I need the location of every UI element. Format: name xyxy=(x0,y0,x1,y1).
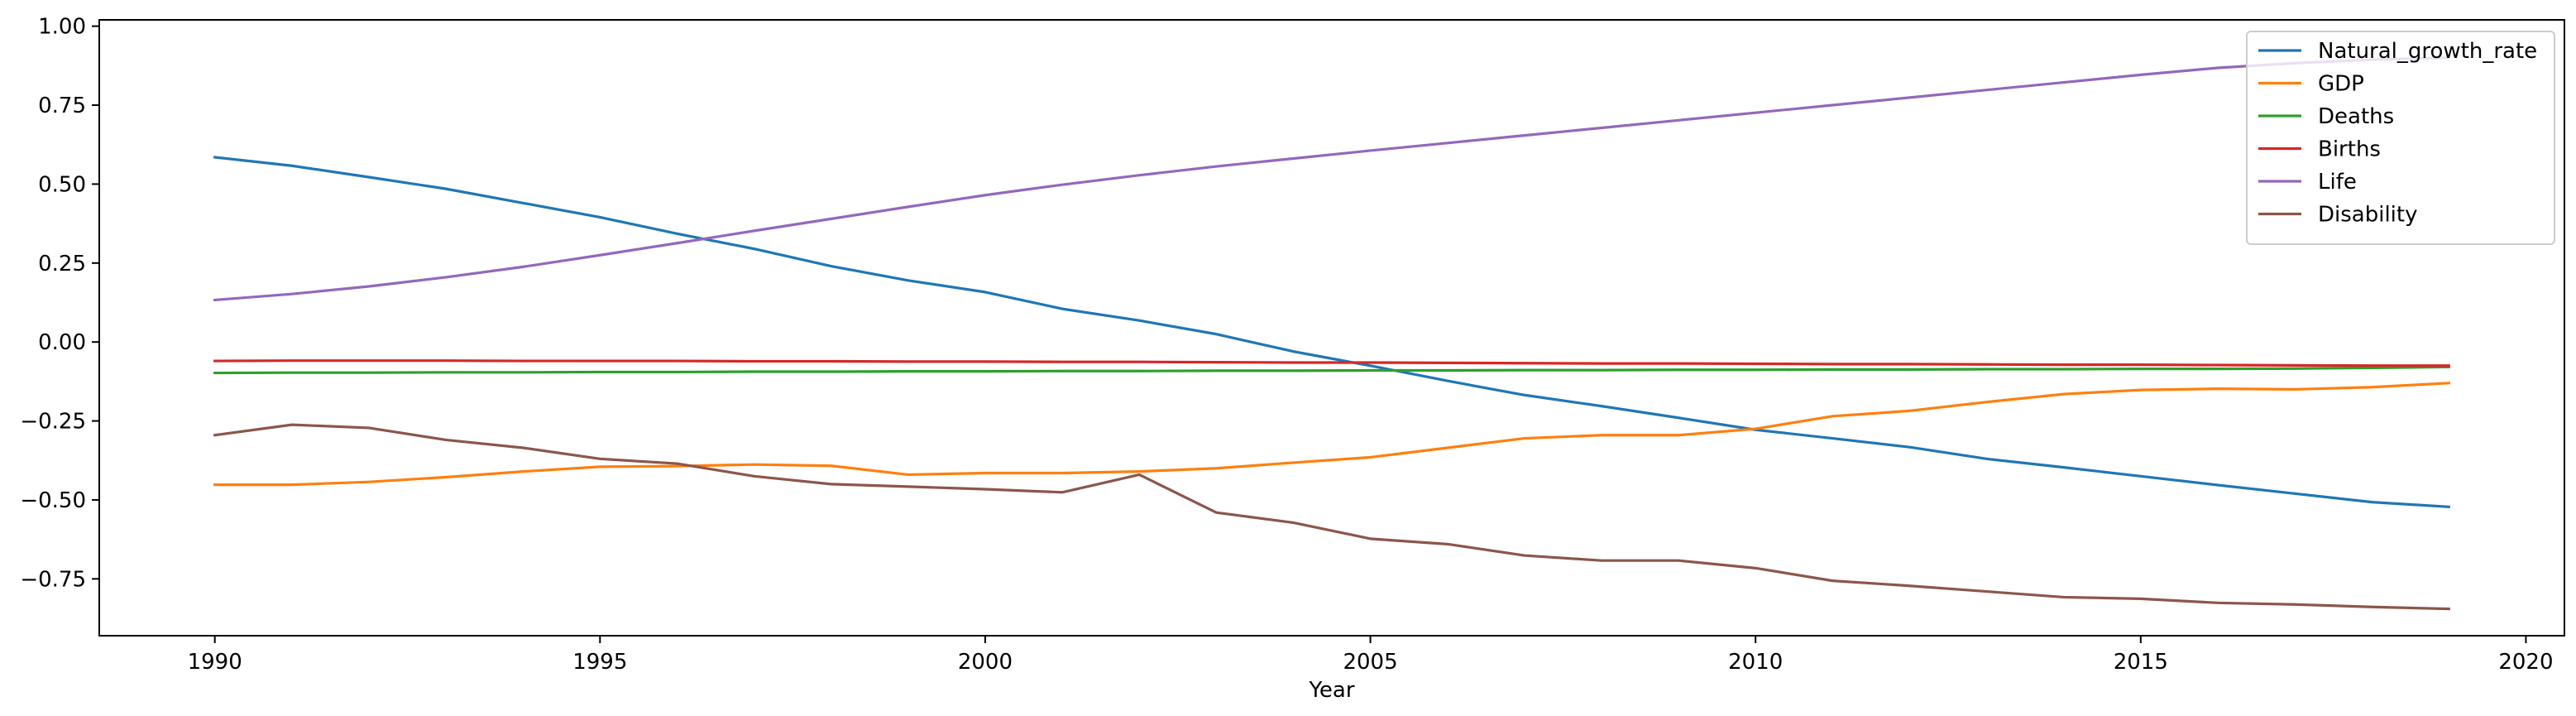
x-axis-title: Year xyxy=(1308,678,1354,703)
legend: Natural_growth_rate GDP Deaths Births Life Di… xyxy=(2246,31,2555,245)
series-line-gdp xyxy=(213,382,2450,487)
x-tick-label: 1995 xyxy=(572,650,627,675)
series-line-life xyxy=(213,56,2450,302)
legend-box xyxy=(2246,31,2555,245)
x-tick-label: 2005 xyxy=(1343,650,1397,675)
y-axis: 1.00 0.75 0.50 0.25 0.00 −0.25 −0.50 −0.75 xyxy=(20,15,99,592)
series-line-natural-growth-rate xyxy=(213,156,2451,509)
y-tick-label: 0.75 xyxy=(38,94,86,118)
x-tick-label: 2000 xyxy=(958,650,1013,675)
y-tick-label: 0.50 xyxy=(38,172,86,197)
x-tick-label: 2015 xyxy=(2114,650,2168,675)
series-line-deaths xyxy=(213,365,2450,375)
plot-frame xyxy=(98,19,2565,637)
x-axis: 1990 1995 2000 2005 2010 2015 2020 xyxy=(188,636,2554,675)
legend-label: Disability xyxy=(2318,203,2417,228)
y-tick-label: −0.50 xyxy=(20,488,86,513)
x-tick-label: 2020 xyxy=(2498,650,2553,675)
series-line-disability xyxy=(213,423,2450,611)
y-tick-label: −0.25 xyxy=(20,410,86,435)
y-tick-label: −0.75 xyxy=(20,567,86,592)
series-line-births xyxy=(213,359,2450,368)
y-tick-label: 0.00 xyxy=(38,330,86,355)
legend-label: Deaths xyxy=(2318,104,2394,129)
x-tick-label: 1990 xyxy=(188,650,242,675)
y-tick-label: 1.00 xyxy=(38,15,86,40)
plot-lines xyxy=(213,56,2451,611)
legend-label: Life xyxy=(2318,170,2357,195)
legend-label: Natural_growth_rate xyxy=(2318,39,2537,64)
y-tick-label: 0.25 xyxy=(38,252,86,276)
legend-label: GDP xyxy=(2318,72,2364,97)
x-tick-label: 2010 xyxy=(1728,650,1783,675)
legend-label: Births xyxy=(2318,137,2381,162)
